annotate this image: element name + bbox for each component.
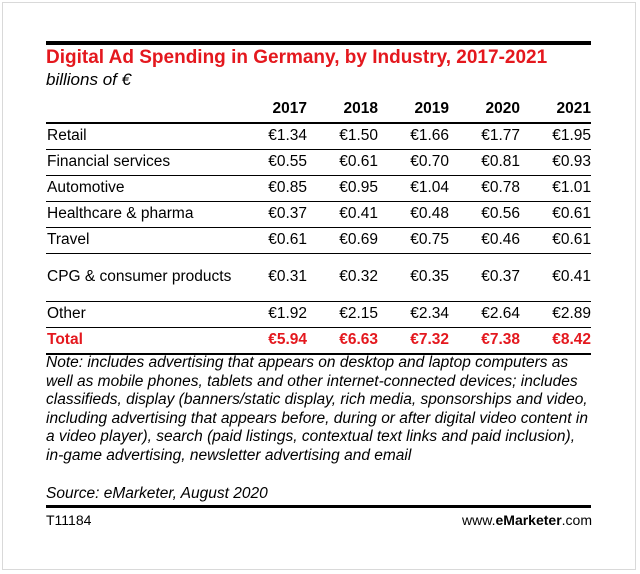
table-cell: €0.70 xyxy=(410,153,449,170)
table-row: Financial services €0.55 €0.61 €0.70 €0.81 €0… xyxy=(46,149,591,175)
table-cell: €2.89 xyxy=(552,305,591,322)
table-row: Healthcare & pharma €0.37 €0.41 €0.48 €0.56 €… xyxy=(46,201,591,227)
table-cell: €0.48 xyxy=(410,205,449,222)
site-brand: eMarketer xyxy=(495,512,562,528)
table-cell: €0.31 xyxy=(268,268,307,285)
table-row: Travel €0.61 €0.69 €0.75 €0.46 €0.61 xyxy=(46,227,591,253)
table-cell: €0.37 xyxy=(268,205,307,222)
row-label: Financial services xyxy=(47,153,171,170)
table-row: Automotive €0.85 €0.95 €1.04 €0.78 €1.01 xyxy=(46,175,591,201)
total-cell: €8.42 xyxy=(552,331,591,349)
table-cell: €0.35 xyxy=(410,268,449,285)
table-cell: €0.56 xyxy=(481,205,520,222)
row-label: Travel xyxy=(47,231,90,248)
table-cell: €0.41 xyxy=(339,205,378,222)
table-cell: €1.95 xyxy=(552,127,591,145)
bottom-rule xyxy=(46,505,591,508)
chart-code: T11184 xyxy=(46,512,92,528)
table-cell: €0.32 xyxy=(339,268,378,285)
table-cell: €1.77 xyxy=(481,127,520,145)
column-header: 2020 xyxy=(485,99,520,117)
table-cell: €0.61 xyxy=(552,205,591,222)
table-row: Retail €1.34 €1.50 €1.66 €1.77 €1.95 xyxy=(46,123,591,149)
data-table: 2017 2018 2019 2020 2021 Retail €1.34 €1.5… xyxy=(46,95,591,355)
footnote: Note: includes advertising that appears … xyxy=(46,354,588,464)
table-cell: €0.41 xyxy=(552,268,591,285)
table-cell: €1.34 xyxy=(268,127,307,145)
table-cell: €1.50 xyxy=(339,127,378,145)
total-cell: €5.94 xyxy=(268,331,307,349)
header-row: 2017 2018 2019 2020 2021 xyxy=(46,95,591,123)
table-cell: €0.85 xyxy=(268,179,307,196)
total-cell: €7.38 xyxy=(481,331,520,349)
column-header: 2018 xyxy=(343,99,378,117)
chart-title: Digital Ad Spending in Germany, by Indus… xyxy=(46,47,548,68)
table-cell: €1.01 xyxy=(552,179,591,196)
table-cell: €0.61 xyxy=(552,231,591,248)
table-row: CPG & consumer products €0.31 €0.32 €0.35 €0… xyxy=(46,253,591,301)
table-cell: €0.95 xyxy=(339,179,378,196)
table-cell: €0.75 xyxy=(410,231,449,248)
table-cell: €1.66 xyxy=(410,127,449,145)
source-note: Source: eMarketer, August 2020 xyxy=(46,485,268,502)
chart-subtitle: billions of € xyxy=(46,70,132,89)
header-blank xyxy=(46,95,236,123)
total-label: Total xyxy=(47,331,83,349)
row-label: Automotive xyxy=(47,179,125,196)
table-cell: €0.46 xyxy=(481,231,520,248)
table-cell: €2.34 xyxy=(410,305,449,322)
row-label: Healthcare & pharma xyxy=(47,205,194,222)
table-cell: €0.61 xyxy=(268,231,307,248)
table-row: Other €1.92 €2.15 €2.34 €2.64 €2.89 xyxy=(46,301,591,327)
site-credit: www.eMarketer.com xyxy=(462,512,592,528)
table-cell: €0.69 xyxy=(339,231,378,248)
table-cell: €0.37 xyxy=(481,268,520,285)
column-header: 2017 xyxy=(272,99,307,117)
table-cell: €1.04 xyxy=(410,179,449,196)
table-cell: €0.81 xyxy=(481,153,520,170)
total-cell: €6.63 xyxy=(339,331,378,349)
table-cell: €2.15 xyxy=(339,305,378,322)
table-cell: €0.78 xyxy=(481,179,520,196)
site-prefix: www. xyxy=(462,512,496,528)
site-suffix: .com xyxy=(561,512,592,528)
row-label: Other xyxy=(47,305,86,322)
total-cell: €7.32 xyxy=(410,331,449,349)
total-row: Total €5.94 €6.63 €7.32 €7.38 €8.42 xyxy=(46,327,591,354)
column-header: 2019 xyxy=(414,99,449,117)
table-cell: €0.93 xyxy=(552,153,591,170)
table-cell: €1.92 xyxy=(268,305,307,322)
table-body: Retail €1.34 €1.50 €1.66 €1.77 €1.95 Financial… xyxy=(46,123,591,354)
row-label: CPG & consumer products xyxy=(47,268,232,285)
column-header: 2021 xyxy=(556,99,591,117)
table-cell: €0.55 xyxy=(268,153,307,170)
table-cell: €2.64 xyxy=(481,305,520,322)
table-cell: €0.61 xyxy=(339,153,378,170)
row-label: Retail xyxy=(47,127,87,145)
top-rule xyxy=(46,41,591,45)
